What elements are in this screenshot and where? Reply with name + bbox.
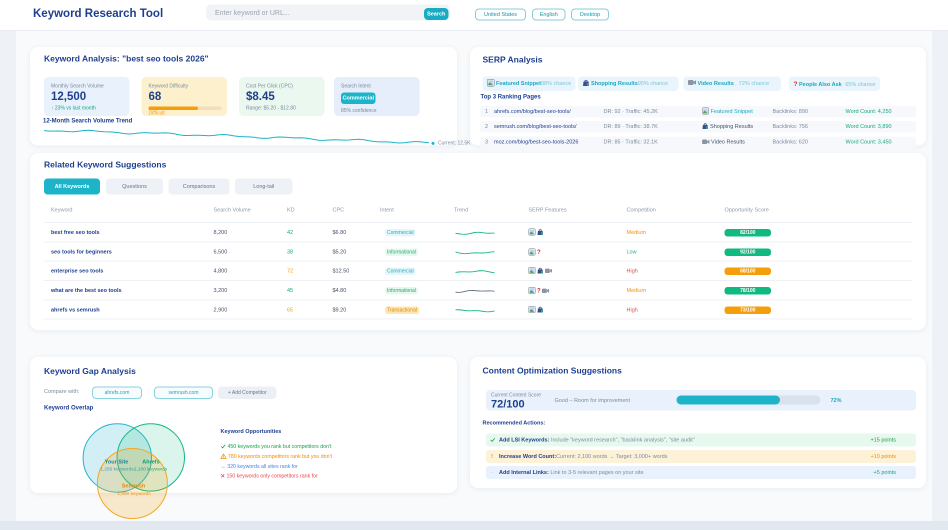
svg-text:Ahrefs: Ahrefs — [142, 460, 159, 466]
svg-text:Semrush: Semrush — [122, 484, 146, 490]
svg-text:1,890 keywords: 1,890 keywords — [117, 491, 151, 497]
svg-text:1,250 keywords: 1,250 keywords — [100, 467, 134, 473]
svg-text:Your Site: Your Site — [105, 460, 129, 466]
svg-text:2,100 keywords: 2,100 keywords — [134, 467, 168, 473]
